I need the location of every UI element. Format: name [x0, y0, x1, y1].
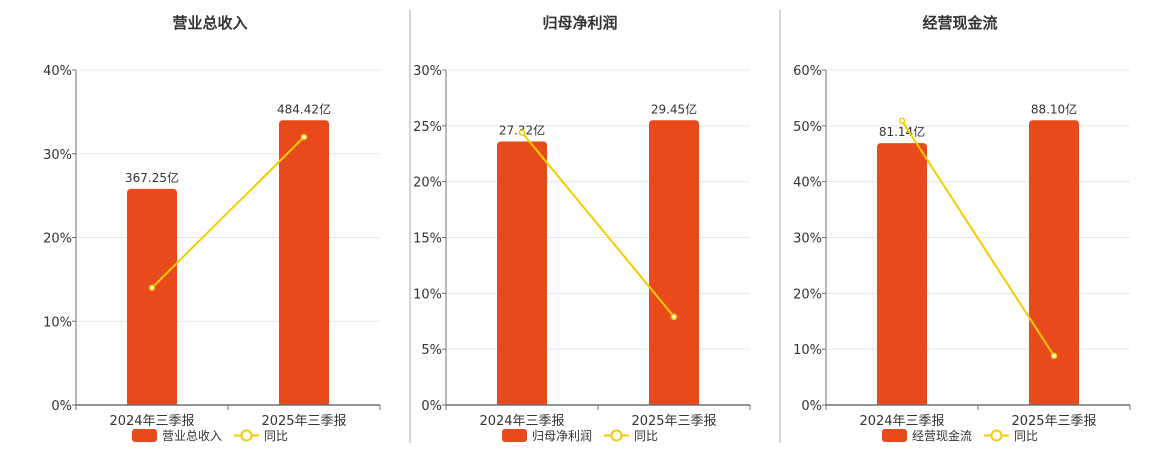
y-tick-label: 50% [793, 120, 822, 135]
yoy-point [670, 313, 678, 321]
chart-title: 归母净利润 [542, 14, 617, 32]
x-tick-label: 2024年三季报 [109, 414, 194, 429]
yoy-line [901, 120, 1055, 357]
legend-item-line[interactable]: 同比 [234, 429, 288, 443]
y-tick-label: 30% [43, 148, 72, 163]
chart-panel-3: 经营现金流 0% 10% 20% 30% 40% 50% 60% 81.14亿 2024年三季报 8… [793, 14, 1131, 443]
legend-bar-label: 归母净利润 [532, 429, 592, 443]
chart-title: 营业总收入 [172, 14, 247, 32]
legend-bar-swatch [502, 429, 527, 442]
yoy-point [898, 117, 906, 125]
bar [497, 141, 547, 405]
y-tick-label: 30% [793, 232, 822, 247]
y-tick-label: 20% [413, 176, 442, 191]
legend-line-label: 同比 [264, 429, 288, 443]
legend-item-bar[interactable]: 经营现金流 [882, 428, 972, 443]
bar-data-label: 88.10亿 [1031, 101, 1077, 116]
x-tick-label: 2025年三季报 [261, 414, 346, 429]
yoy-point [148, 284, 156, 291]
y-tick-label: 10% [793, 343, 822, 358]
y-tick-label: 60% [793, 64, 822, 79]
legend-item-bar[interactable]: 营业总收入 [132, 429, 222, 443]
legend-bar-label: 经营现金流 [912, 428, 972, 443]
legend-item-line[interactable]: 同比 [604, 429, 658, 443]
chart-panel-2: 归母净利润0%5%10%15%20%25%30%27.32亿2024年三季报29… [413, 14, 751, 443]
legend-item-bar[interactable]: 归母净利润 [502, 429, 592, 443]
legend-line-label: 同比 [634, 429, 658, 443]
legend-line-marker [610, 429, 623, 442]
y-tick-label: 10% [413, 287, 442, 302]
x-tick-label: 2024年三季报 [859, 414, 944, 429]
y-tick-label: 40% [43, 64, 72, 79]
y-tick-label: 20% [43, 232, 72, 247]
y-tick-label: 10% [43, 315, 72, 330]
yoy-line [151, 136, 305, 289]
legend-bar-label: 营业总收入 [162, 429, 222, 443]
bar [127, 188, 177, 405]
yoy-line [521, 131, 675, 318]
y-tick-label: 15% [413, 232, 442, 247]
bar [1029, 120, 1079, 405]
chart-title: 经营现金流 [922, 14, 997, 32]
y-tick-label: 5% [421, 343, 442, 358]
y-tick-label: 40% [793, 176, 822, 191]
legend-bar-swatch [882, 429, 907, 442]
bar [649, 120, 699, 405]
bar-data-label: 484.42亿 [277, 101, 331, 116]
x-tick-label: 2025年三季报 [631, 414, 716, 429]
legend-line-marker [990, 429, 1003, 442]
y-tick-label: 20% [793, 287, 822, 302]
bar-data-label: 29.45亿 [651, 101, 697, 116]
y-tick-label: 0% [801, 399, 822, 414]
legend-line-label: 同比 [1014, 429, 1038, 443]
bar [279, 120, 329, 405]
legend-item-line[interactable]: 同比 [984, 429, 1038, 443]
x-tick-label: 2024年三季报 [479, 414, 564, 429]
chart-panel-1: 营业总收入 0% 10% 20% 30% 40% 367.25亿 2024年三季报 484.42… [43, 14, 381, 443]
y-tick-label: 25% [413, 120, 442, 135]
bar [877, 143, 927, 405]
y-tick-label: 0% [421, 399, 442, 414]
yoy-point [518, 129, 526, 136]
legend-line-marker [240, 429, 253, 442]
y-tick-label: 30% [413, 64, 442, 79]
y-tick-label: 0% [51, 399, 72, 414]
x-tick-label: 2025年三季报 [1011, 414, 1096, 429]
yoy-point [1050, 352, 1058, 360]
legend-bar-swatch [132, 429, 157, 442]
bar-data-label: 367.25亿 [125, 170, 179, 185]
bar-data-label: 81.14亿 [879, 124, 925, 139]
yoy-point [300, 133, 308, 141]
